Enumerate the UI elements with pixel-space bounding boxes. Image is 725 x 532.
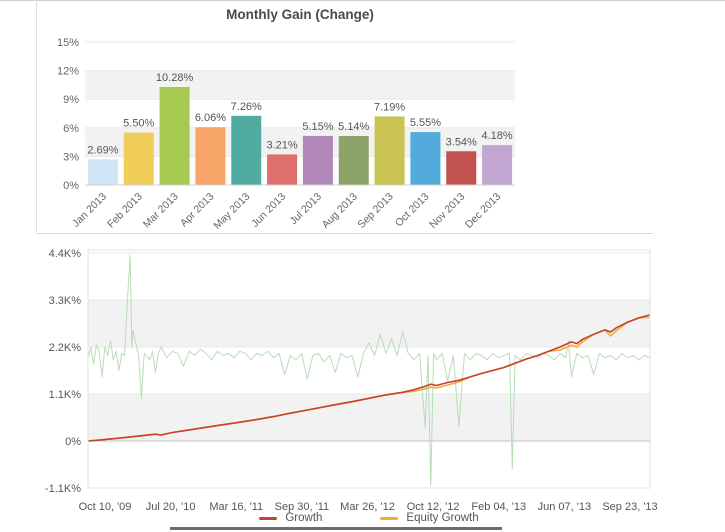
bar-chart-xtick-label: Aug 2013 bbox=[320, 191, 360, 231]
bar-aug-2013[interactable] bbox=[338, 135, 369, 185]
bar-value-label: 7.26% bbox=[231, 101, 262, 113]
bar-jul-2013[interactable] bbox=[302, 135, 333, 185]
line-chart-ytick-label: 3.3K% bbox=[49, 295, 82, 307]
line-chart-xtick-label: Oct 12, '12 bbox=[407, 501, 460, 513]
legend-item-equity-growth[interactable]: Equity Growth bbox=[380, 512, 479, 524]
bar-chart-ytick-label: 0% bbox=[63, 180, 79, 192]
bar-nov-2013[interactable] bbox=[446, 151, 477, 185]
bar-chart-xtick-label: Mar 2013 bbox=[141, 191, 181, 231]
line-chart-ytick-label: -1.1K% bbox=[45, 483, 81, 495]
bar-chart-xtick-label: Nov 2013 bbox=[427, 191, 467, 231]
bar-chart-ytick-label: 15% bbox=[57, 37, 79, 49]
bar-value-label: 3.21% bbox=[266, 139, 297, 151]
bar-chart-xtick-label: Oct 2013 bbox=[393, 191, 432, 230]
line-chart-plot-border bbox=[87, 249, 651, 489]
line-chart-ytick-label: 0% bbox=[65, 436, 81, 448]
bar-chart-ytick-label: 9% bbox=[63, 94, 79, 106]
bar-value-label: 3.54% bbox=[446, 136, 477, 148]
bar-chart-xtick-label: Dec 2013 bbox=[463, 191, 503, 231]
line-chart-xtick-label: Sep 30, '11 bbox=[275, 501, 330, 513]
bar-chart-xtick-label: May 2013 bbox=[211, 191, 252, 232]
bar-jan-2013[interactable] bbox=[87, 159, 118, 185]
bar-dec-2013[interactable] bbox=[482, 145, 513, 185]
equity-growth-line-swatch-icon bbox=[380, 516, 399, 520]
bar-sep-2013[interactable] bbox=[374, 116, 405, 185]
bar-chart-xtick-label: Jul 2013 bbox=[287, 191, 324, 228]
bar-chart-ytick-label: 3% bbox=[63, 151, 79, 163]
line-chart-xtick-label: Feb 04, '13 bbox=[471, 501, 526, 513]
bar-chart-title: Monthly Gain (Change) bbox=[226, 7, 374, 22]
monthly-gain-bar-chart: 15% 12% 9% 6% 3% 0% 2.69% Jan 2013 5.50% Feb 2013… bbox=[57, 37, 515, 232]
line-chart-stripe bbox=[88, 299, 650, 347]
top-border-line bbox=[0, 0, 725, 1]
bar-value-label: 10.28% bbox=[156, 72, 194, 84]
bar-chart-stripe bbox=[85, 70, 515, 100]
series-growth[interactable] bbox=[87, 314, 651, 442]
line-chart-ytick-label: 2.2K% bbox=[49, 342, 82, 354]
line-chart-xtick-label: Mar 16, '11 bbox=[209, 501, 263, 513]
bar-value-label: 6.06% bbox=[195, 112, 226, 124]
bar-jun-2013[interactable] bbox=[267, 154, 298, 185]
bar-value-label: 5.15% bbox=[302, 121, 333, 133]
line-chart-xtick-label: Jun 07, '13 bbox=[538, 501, 591, 513]
panel-left-border-line bbox=[36, 0, 37, 232]
bar-chart-xtick-label: Jan 2013 bbox=[70, 191, 109, 230]
bar-value-label: 5.14% bbox=[338, 121, 369, 133]
line-chart-ytick-label: 4.4K% bbox=[49, 248, 82, 260]
bar-value-label: 2.69% bbox=[87, 144, 118, 156]
bar-chart-xtick-label: Jun 2013 bbox=[249, 191, 288, 230]
bar-apr-2013[interactable] bbox=[195, 127, 226, 185]
line-chart-stripe bbox=[88, 393, 650, 441]
line-chart-xtick-label: Sep 23, '13 bbox=[602, 501, 657, 513]
bar-value-label: 5.55% bbox=[410, 117, 441, 129]
series-unlabeled-green-spikes[interactable] bbox=[87, 254, 651, 487]
legend-item-growth[interactable]: Growth bbox=[259, 512, 322, 524]
panel-divider-line bbox=[36, 233, 653, 234]
bar-chart-xtick-label: Sep 2013 bbox=[355, 191, 395, 231]
bar-chart-ytick-label: 6% bbox=[63, 123, 79, 135]
growth-line-chart: 4.4K% 3.3K% 2.2K% 1.1K% 0% -1.1K% Oct 10, '09 J… bbox=[45, 248, 658, 513]
line-chart-xtick-label: Mar 26, '12 bbox=[340, 501, 395, 513]
legend-label-equity-growth: Equity Growth bbox=[406, 512, 479, 524]
bar-chart-ytick-label: 12% bbox=[57, 66, 79, 78]
bar-oct-2013[interactable] bbox=[410, 132, 441, 185]
bar-chart-stripe bbox=[85, 127, 515, 157]
bar-may-2013[interactable] bbox=[231, 115, 262, 185]
bar-value-label: 5.50% bbox=[123, 118, 154, 130]
line-chart-xtick-label: Jul 20, '10 bbox=[146, 501, 196, 513]
bar-feb-2013[interactable] bbox=[123, 132, 154, 185]
cropped-element-edge bbox=[170, 527, 502, 530]
line-chart-ytick-label: 1.1K% bbox=[49, 389, 82, 401]
bar-chart-xtick-label: Feb 2013 bbox=[105, 191, 145, 231]
growth-line-swatch-icon bbox=[259, 516, 278, 520]
line-chart-legend: Growth Equity Growth bbox=[88, 512, 650, 524]
legend-label-growth: Growth bbox=[285, 512, 323, 524]
bar-value-label: 4.18% bbox=[481, 130, 512, 142]
bar-value-label: 7.19% bbox=[374, 101, 405, 113]
line-chart-xtick-label: Oct 10, '09 bbox=[79, 501, 132, 513]
bar-mar-2013[interactable] bbox=[159, 86, 190, 185]
